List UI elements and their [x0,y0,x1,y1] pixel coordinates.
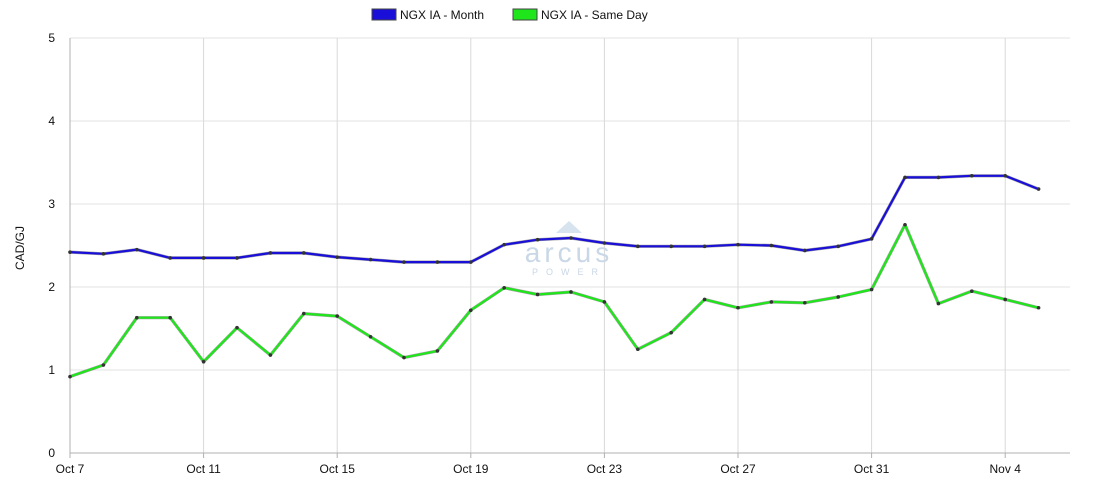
data-point [1036,305,1041,310]
data-point [636,244,640,249]
data-point [368,257,373,262]
data-point [268,251,273,255]
data-point [669,330,673,335]
x-tick-label: Oct 7 [56,462,85,476]
series-line [69,223,1039,378]
data-point [68,374,72,379]
data-point [302,311,306,316]
data-point [135,247,139,252]
data-point [302,251,306,255]
series-line [69,174,1040,264]
y-tick-label: 4 [48,114,55,128]
x-tick-label: Nov 4 [990,462,1022,476]
data-point [101,363,106,367]
data-point [235,256,239,260]
data-point [736,305,740,310]
data-point [936,301,941,306]
data-point [469,260,473,264]
data-point [669,244,673,249]
data-point [402,355,406,360]
watermark-logo-icon [556,221,582,233]
watermark-sub: POWER [532,267,606,277]
data-point [602,300,607,304]
data-point [736,242,740,247]
data-point [769,300,774,304]
data-point [569,236,573,240]
data-point [469,308,473,313]
x-tick-label: Oct 15 [320,462,356,476]
y-tick-label: 0 [48,446,55,460]
data-point [201,359,206,364]
data-point [803,300,807,305]
data-point [535,292,540,297]
data-point [502,286,507,290]
data-point [970,173,974,178]
data-point [335,314,340,318]
data-point [803,248,807,253]
y-tick-label: 3 [48,197,55,211]
axes: 0 1 2 3 4 5 Oct 7 Oct 11 Oct 15 Oct 19 Oct 23 Oct 2… [48,31,1070,476]
data-point [168,256,172,260]
data-point [769,243,774,248]
data-point [970,289,974,293]
data-point [836,244,840,249]
data-point [402,260,406,264]
data-point [702,244,707,249]
data-point [903,175,907,180]
data-point [101,252,106,256]
x-tick-label: Oct 27 [720,462,756,476]
legend-label: NGX IA - Same Day [541,8,648,22]
data-point [235,325,239,330]
data-point [201,256,206,260]
data-point [502,242,507,247]
x-tick-label: Oct 11 [186,462,221,476]
data-point [368,335,373,339]
y-tick-label: 1 [48,363,55,377]
series-group [68,173,1041,379]
data-point [903,222,907,227]
x-tick-label: Oct 19 [453,462,489,476]
data-point [869,237,874,241]
data-point [1036,187,1041,191]
watermark: arcus POWER [525,221,609,277]
y-axis-title: CAD/GJ [13,226,27,270]
legend-label: NGX IA - Month [400,8,484,22]
data-point [68,250,72,254]
x-tick-label: Oct 23 [587,462,623,476]
y-tick-label: 2 [48,280,55,294]
x-tick-label: Oct 31 [854,462,890,476]
data-point [1003,173,1007,178]
data-point [435,349,440,353]
data-point [936,175,941,180]
legend[interactable]: NGX IA - Month NGX IA - Same Day [371,8,648,22]
data-point [1003,297,1007,302]
data-point [535,237,540,242]
data-point [636,347,640,352]
data-point [435,260,440,264]
data-point [702,297,707,302]
y-tick-label: 5 [48,31,55,45]
data-point [268,353,273,357]
legend-swatch [512,8,538,21]
data-point [168,315,172,320]
data-point [869,287,874,292]
data-point [135,315,139,320]
data-point [602,241,607,245]
data-point [335,255,340,259]
data-point [836,295,840,299]
legend-swatch [371,8,397,21]
data-point [569,290,573,294]
